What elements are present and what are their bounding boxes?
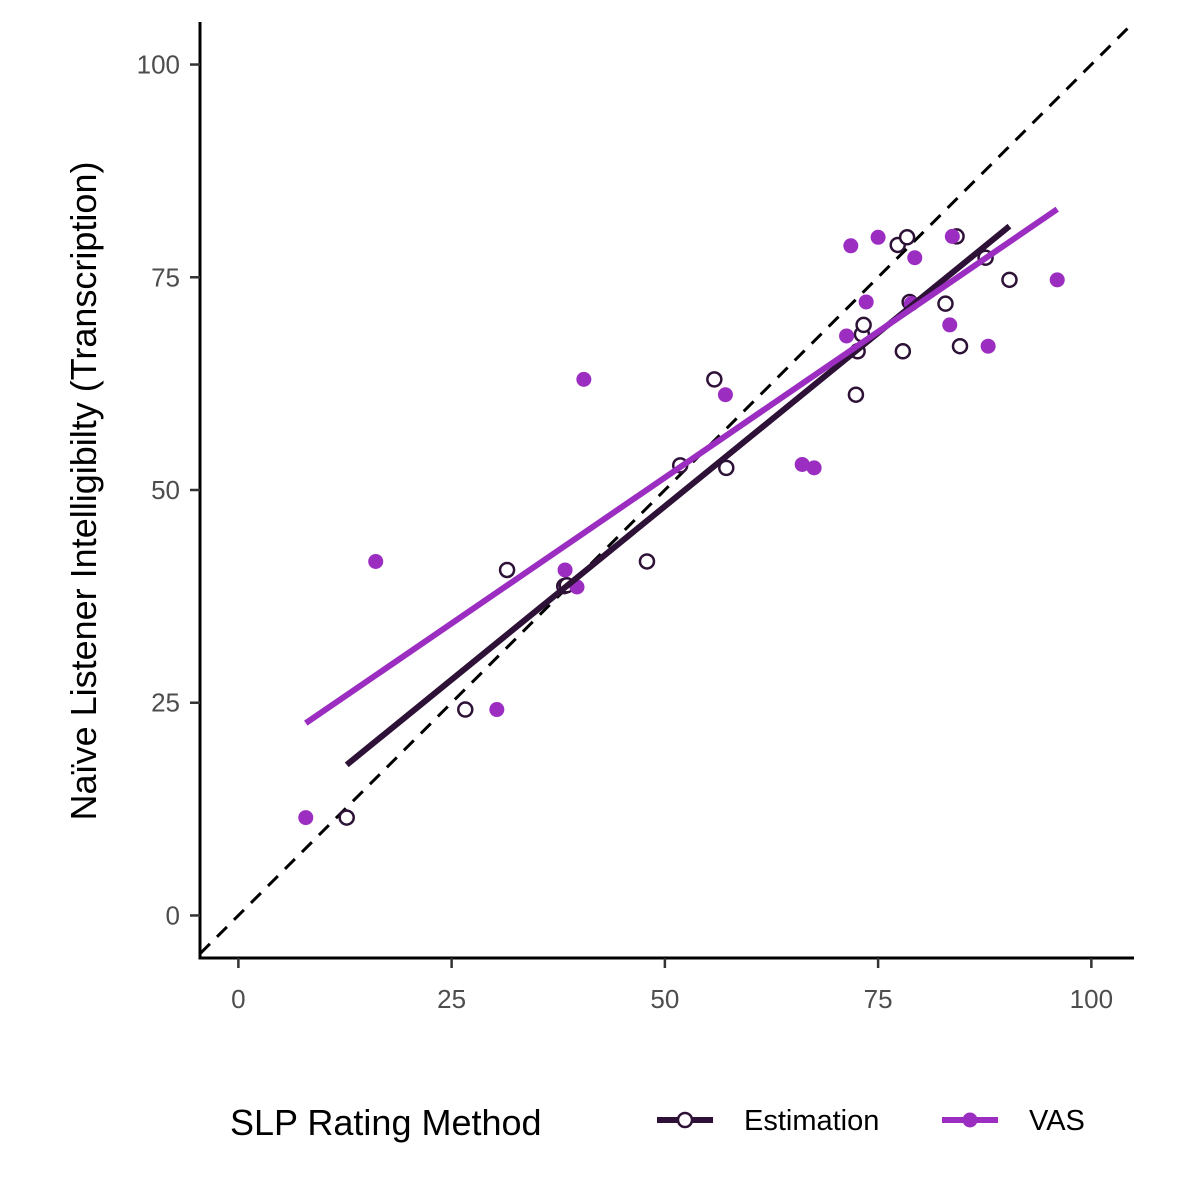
estimation-point-9 [718, 459, 735, 477]
x-tick-label-100: 100 [1070, 984, 1113, 1014]
legend-label-estimation: Estimation [744, 1105, 879, 1137]
estimation-point-8 [706, 371, 723, 388]
estimation-point-2 [457, 701, 474, 718]
legend-key-marker-vas [962, 1112, 978, 1128]
y-tick-label-0: 0 [166, 900, 180, 930]
vas-point-16 [942, 317, 958, 333]
vas-point-3 [489, 702, 505, 718]
vas-point-12 [858, 294, 874, 310]
estimation-point-13 [855, 316, 872, 334]
vas-point-1 [298, 810, 314, 826]
estimation-point-16 [898, 229, 916, 246]
estimation-point-22 [1001, 271, 1018, 289]
legend-key-marker-estimation [676, 1111, 694, 1129]
estimation-point-18 [937, 295, 954, 312]
legend-title: SLP Rating Method [230, 1102, 542, 1143]
y-tick-label-25: 25 [151, 688, 180, 718]
vas-fit-line [304, 206, 1059, 726]
identity-line [198, 20, 1136, 955]
estimation-point-20 [951, 337, 969, 355]
vas-point-4 [557, 562, 573, 578]
vas-point-9 [806, 460, 822, 476]
vas-point-17 [944, 228, 960, 244]
legend: SLP Rating Method Estimation VAS [230, 1102, 1085, 1143]
vas-point-15 [907, 250, 923, 266]
legend-label-vas: VAS [1029, 1105, 1085, 1137]
estimation-point-6 [638, 553, 656, 570]
vas-point-6 [576, 371, 592, 387]
y-tick-label-50: 50 [151, 475, 180, 505]
vas-point-18 [980, 338, 996, 354]
vas-point-7 [717, 387, 733, 403]
vas-point-13 [870, 229, 886, 245]
vas-point-11 [843, 238, 859, 254]
estimation-point-10 [847, 386, 865, 403]
vas-point-8 [794, 456, 810, 472]
vas-point-2 [368, 553, 384, 569]
legend-entry-vas: VAS [942, 1105, 1085, 1137]
y-tick-label-100: 100 [137, 50, 180, 80]
y-axis-title: Naïve Listener Intelligibilty (Transcrip… [63, 162, 104, 821]
estimation-point-1 [338, 809, 355, 826]
legend-entry-estimation: Estimation [657, 1105, 879, 1137]
x-tick-label-75: 75 [864, 984, 893, 1014]
x-tick-label-0: 0 [231, 984, 245, 1014]
estimation-point-3 [498, 561, 516, 579]
estimation-point-15 [894, 343, 912, 360]
y-tick-label-75: 75 [151, 262, 180, 292]
vas-point-19 [1049, 272, 1065, 288]
vas-point-10 [839, 328, 855, 344]
x-tick-label-50: 50 [650, 984, 679, 1014]
x-tick-label-25: 25 [437, 984, 466, 1014]
